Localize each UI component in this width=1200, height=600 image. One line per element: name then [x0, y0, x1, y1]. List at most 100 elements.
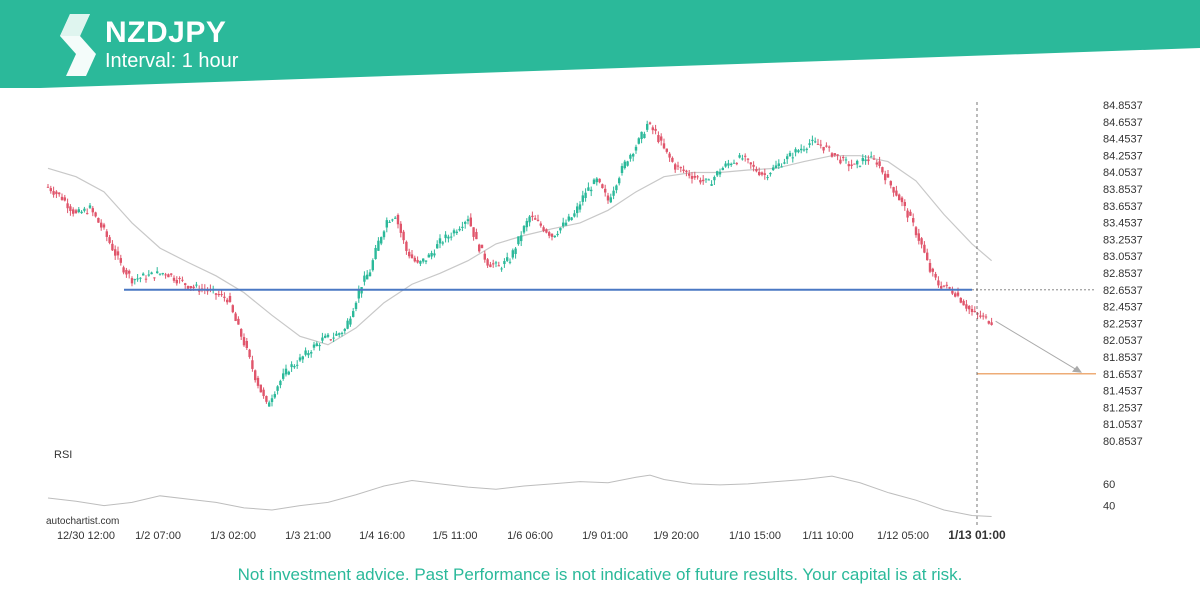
- candle-body: [520, 235, 523, 242]
- time-tick-label: 1/12 05:00: [877, 530, 929, 542]
- candle-body: [321, 337, 324, 341]
- candle-body: [455, 231, 458, 234]
- candle-body: [931, 268, 934, 272]
- price-tick-label: 84.2537: [1103, 150, 1143, 162]
- candle-body: [170, 273, 173, 275]
- candle-body: [525, 220, 528, 228]
- candle-body: [72, 209, 75, 214]
- candle-body: [307, 353, 310, 356]
- candle-body: [340, 332, 344, 334]
- candle-body: [105, 231, 108, 237]
- candle-body: [962, 300, 965, 306]
- candle-body: [46, 186, 50, 188]
- price-tick-label: 82.6537: [1103, 285, 1143, 297]
- candle-body: [637, 138, 640, 144]
- candle-body: [615, 185, 618, 191]
- time-axis: 12/30 12:00 1/2 07:00 1/3 02:00 1/3 21:00 1/…: [57, 528, 1006, 542]
- candle-body: [130, 278, 134, 284]
- time-tick-label: 1/9 20:00: [653, 530, 699, 542]
- time-tick-label: 1/2 07:00: [135, 530, 181, 542]
- candle-body: [850, 164, 853, 166]
- time-tick-label: 1/11 10:00: [802, 530, 853, 542]
- candle-body: [139, 277, 142, 279]
- rsi-label: RSI: [54, 449, 72, 461]
- candle-body: [598, 178, 601, 183]
- candle-body: [679, 167, 682, 169]
- candle-body: [167, 274, 170, 278]
- time-tick-label: 1/10 15:00: [729, 530, 781, 542]
- candle-body: [458, 228, 461, 231]
- candle-body: [959, 297, 962, 303]
- candle-body: [763, 173, 766, 175]
- candle-body: [562, 222, 565, 227]
- candle-body: [447, 236, 450, 239]
- candle-body: [419, 260, 422, 264]
- candle-body: [248, 349, 251, 358]
- price-tick-label: 83.4537: [1103, 218, 1143, 230]
- candle-body: [825, 145, 828, 147]
- candle-body: [973, 311, 976, 313]
- candle-body: [284, 368, 288, 375]
- candle-body: [514, 248, 517, 254]
- candle-body: [970, 308, 974, 313]
- candle-body: [634, 146, 638, 151]
- candle-body: [948, 287, 951, 289]
- candle-body: [293, 365, 296, 368]
- candle-body: [710, 184, 713, 186]
- candle-body: [660, 136, 663, 141]
- candle-body: [909, 211, 912, 216]
- candle-body: [559, 227, 562, 231]
- candle-body: [335, 333, 338, 336]
- candle-body: [539, 223, 542, 226]
- candle-body: [220, 294, 223, 296]
- candle-body: [66, 203, 69, 209]
- candle-body: [357, 290, 360, 299]
- forecast-arrowhead: [1072, 365, 1082, 373]
- candle-body: [651, 127, 654, 131]
- candle-body: [906, 210, 909, 218]
- candle-body: [699, 180, 702, 183]
- candle-body: [576, 206, 579, 214]
- candle-body: [760, 172, 764, 175]
- candle-body: [161, 273, 164, 275]
- candle-body: [836, 154, 839, 156]
- candle-body: [573, 213, 576, 217]
- candle-body: [870, 156, 873, 158]
- candle-body: [875, 162, 878, 165]
- candle-body: [396, 214, 400, 225]
- candle-body: [338, 333, 341, 335]
- candle-body: [430, 252, 433, 257]
- candle-body: [472, 227, 475, 237]
- candle-body: [497, 265, 500, 267]
- time-tick-label: 1/4 16:00: [359, 530, 405, 542]
- candle-body: [749, 162, 752, 165]
- candle-body: [623, 161, 626, 169]
- candle-body: [553, 235, 556, 238]
- time-tick-label: 1/3 02:00: [210, 530, 256, 542]
- candle-body: [780, 166, 783, 168]
- candle-body: [833, 153, 836, 156]
- candle-body: [74, 210, 78, 214]
- levels: [124, 102, 1096, 526]
- candle-body: [928, 262, 932, 272]
- time-tick-label: 1/13 01:00: [948, 528, 1006, 542]
- candle-body: [640, 131, 643, 140]
- price-tick-label: 80.8537: [1103, 436, 1143, 448]
- candle-body: [900, 197, 904, 203]
- candle-body: [917, 233, 920, 241]
- candle-body: [242, 337, 246, 346]
- candles: [46, 120, 993, 407]
- candle-body: [312, 344, 316, 348]
- candle-body: [671, 157, 674, 162]
- candle-body: [83, 208, 86, 211]
- candle-body: [405, 241, 408, 251]
- candle-body: [797, 150, 800, 153]
- candle-body: [920, 238, 923, 245]
- candle-body: [550, 233, 554, 237]
- candle-body: [752, 164, 755, 167]
- candle-body: [158, 273, 162, 275]
- candle-body: [290, 364, 293, 368]
- candle-body: [156, 271, 159, 274]
- candle-body: [534, 218, 537, 220]
- candle-body: [489, 264, 492, 268]
